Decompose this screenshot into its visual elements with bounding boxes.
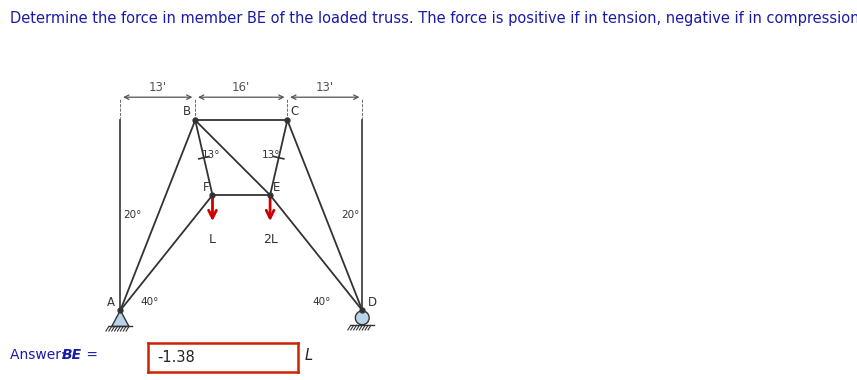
Text: D: D: [368, 296, 377, 309]
Text: =: =: [82, 348, 99, 362]
Text: E: E: [273, 181, 280, 194]
Text: L: L: [209, 233, 216, 245]
Text: 13°: 13°: [202, 150, 220, 160]
Text: 20°: 20°: [123, 210, 141, 220]
Text: 13': 13': [149, 81, 167, 94]
Text: 2L: 2L: [262, 233, 278, 245]
Text: F: F: [203, 181, 210, 194]
Text: i: i: [134, 350, 139, 365]
Text: 13°: 13°: [262, 150, 280, 160]
Text: L: L: [304, 348, 312, 363]
Text: 40°: 40°: [312, 297, 331, 307]
Text: C: C: [291, 105, 299, 118]
Text: B: B: [183, 105, 190, 118]
Text: 20°: 20°: [341, 210, 359, 220]
Text: Determine the force in member BE of the loaded truss. The force is positive if i: Determine the force in member BE of the …: [10, 11, 857, 26]
Text: Answer:: Answer:: [10, 348, 70, 362]
Text: BE: BE: [62, 348, 81, 362]
Circle shape: [356, 311, 369, 325]
Polygon shape: [111, 310, 129, 326]
Text: -1.38: -1.38: [158, 350, 195, 365]
Text: 13': 13': [315, 81, 334, 94]
Text: 40°: 40°: [141, 297, 159, 307]
Text: A: A: [106, 296, 115, 309]
Text: 16': 16': [232, 81, 250, 94]
